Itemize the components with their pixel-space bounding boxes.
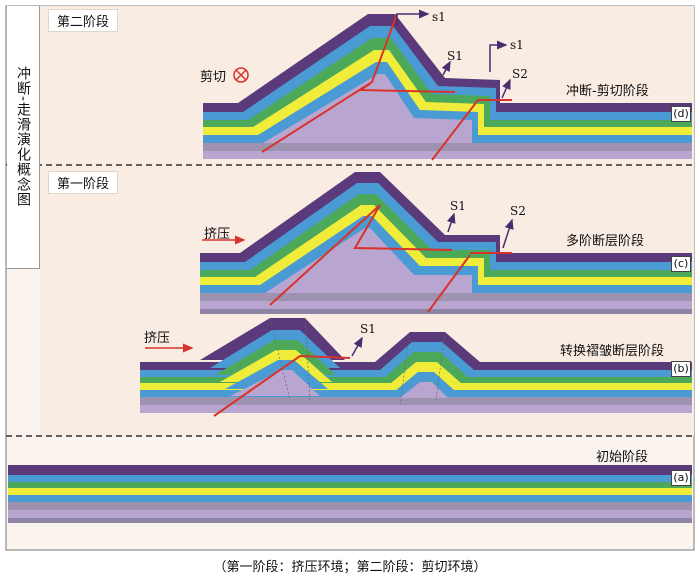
- d-label-S2: S2: [512, 67, 528, 81]
- c-title: 多阶断层阶段: [566, 234, 645, 249]
- panel-a-layers: [8, 465, 692, 523]
- panel-c-layers: [200, 172, 692, 314]
- side-title: 冲断-走滑演化概念图: [15, 66, 31, 208]
- stage2-label: 第二阶段: [48, 9, 119, 32]
- b-title: 转换褶皱断层阶段: [560, 344, 665, 359]
- d-title: 冲断-剪切阶段: [566, 84, 649, 99]
- a-tag: (a): [671, 470, 691, 486]
- b-label-S1: S1: [360, 322, 376, 336]
- d-tag: (d): [671, 106, 691, 122]
- a-title: 初始阶段: [596, 450, 649, 465]
- panel-d-layers: [203, 9, 692, 161]
- figure-caption: （第一阶段：挤压环境；第二阶段：剪切环境）: [213, 560, 487, 575]
- c-label-S2: S2: [510, 204, 526, 218]
- c-label-S1: S1: [450, 199, 466, 213]
- c-tag: (c): [671, 256, 691, 272]
- panel-b-layers: [140, 317, 692, 417]
- b-compression-label: 挤压: [144, 331, 171, 346]
- d-label-s1-right: s1: [510, 38, 524, 52]
- b-tag: (b): [671, 361, 691, 377]
- d-label-s1-top: s1: [432, 10, 446, 24]
- c-compression-label: 挤压: [204, 227, 231, 242]
- stage1-label: 第一阶段: [48, 171, 119, 194]
- d-shear-label: 剪切: [200, 70, 227, 85]
- d-label-S1: S1: [447, 49, 463, 63]
- side-title-box: 冲断-走滑演化概念图: [7, 6, 40, 269]
